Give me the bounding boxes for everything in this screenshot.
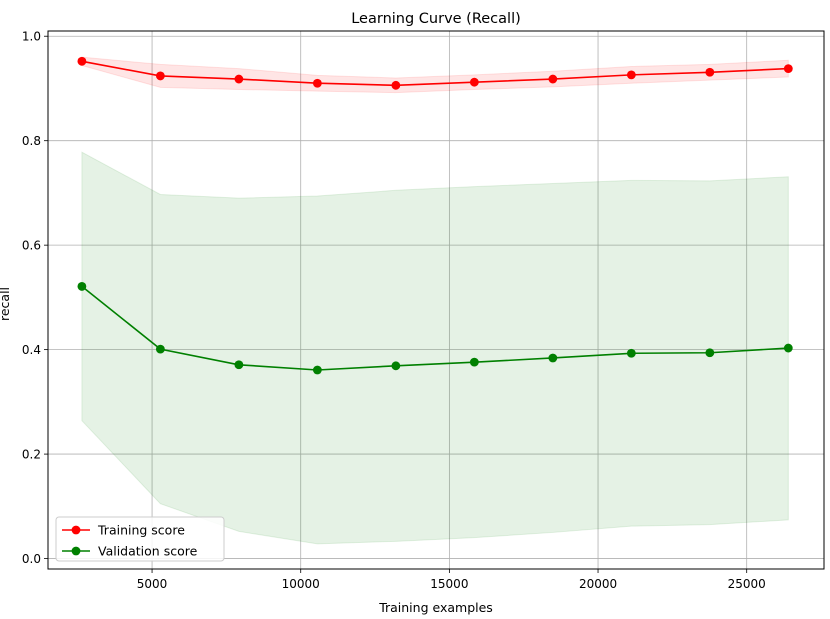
data-point: [783, 343, 793, 353]
data-point: [77, 282, 87, 291]
y-axis-label: recall: [0, 287, 12, 321]
data-point: [705, 67, 715, 77]
legend-box: [55, 516, 225, 562]
x-tick-label: 15000: [430, 577, 468, 591]
legend-label: Training score: [97, 523, 185, 538]
data-point: [548, 353, 558, 363]
data-point: [234, 74, 244, 84]
data-point: [155, 344, 165, 354]
y-tick-label: 0.2: [22, 448, 41, 462]
series-line-0: [81, 60, 789, 87]
y-tick-label: 0.6: [22, 239, 41, 253]
legend-marker: [71, 525, 81, 535]
y-tick-label: 1.0: [22, 30, 41, 44]
legend: Training score Validation score: [55, 516, 225, 562]
legend-marker: [71, 546, 81, 556]
data-point: [155, 71, 165, 81]
x-tick-label: 20000: [579, 577, 617, 591]
data-point: [469, 357, 479, 367]
confidence-band-0: [81, 56, 789, 94]
y-tick-label: 0.8: [22, 134, 41, 148]
data-point: [705, 348, 715, 358]
data-point: [391, 361, 401, 371]
data-point: [626, 348, 636, 358]
data-point: [548, 74, 558, 84]
series-line-1: [81, 285, 789, 371]
series-points: [77, 56, 793, 375]
y-tick-label: 0.0: [22, 552, 41, 566]
data-point: [234, 360, 244, 370]
series-lines: [81, 60, 789, 371]
x-tick-label: 25000: [728, 577, 766, 591]
data-point: [77, 56, 87, 66]
confidence-band-1: [81, 151, 789, 545]
data-point: [469, 77, 479, 87]
x-axis-label: Training examples: [378, 600, 493, 615]
data-point: [783, 64, 793, 74]
confidence-bands: [81, 56, 789, 545]
chart-title: Learning Curve (Recall): [351, 11, 521, 27]
y-tick-label: 0.4: [22, 343, 41, 357]
legend-label: Validation score: [98, 544, 198, 559]
x-tick-label: 5000: [137, 577, 168, 591]
data-point: [312, 78, 322, 88]
plot-frame: [47, 30, 825, 570]
x-tick-label: 10000: [282, 577, 320, 591]
data-point: [626, 70, 636, 80]
data-point: [312, 365, 322, 375]
axis-ticks: 5000 10000 15000 20000 25000 0.0 0.2 0.4 0.6 0.8 1…: [22, 30, 766, 591]
data-point: [391, 80, 401, 90]
